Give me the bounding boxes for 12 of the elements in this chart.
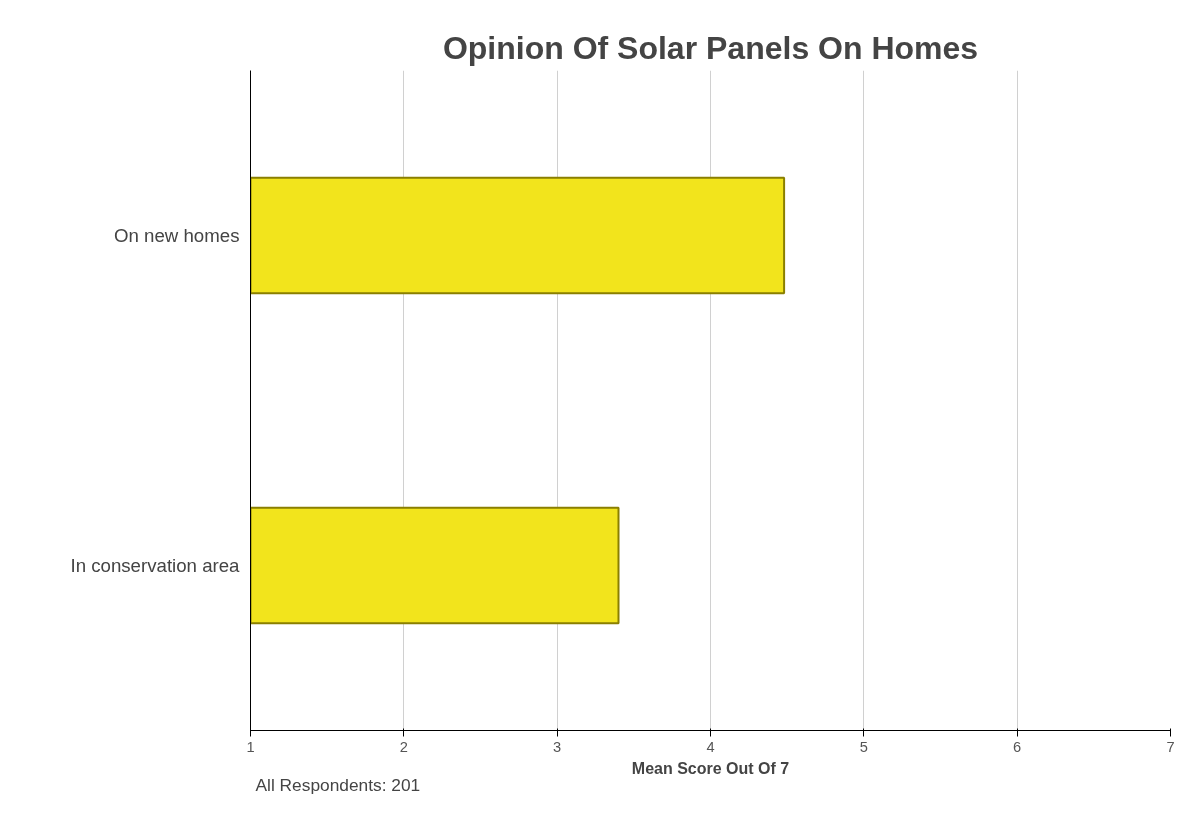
- y-tick-label: On new homes: [114, 225, 240, 246]
- x-tick-label: 4: [706, 738, 715, 755]
- x-axis-title: Mean Score Out Of 7: [631, 759, 790, 777]
- x-tick-label: 1: [246, 738, 255, 755]
- x-tick-label: 5: [859, 738, 868, 755]
- x-tick-label: 3: [553, 738, 562, 755]
- x-tick-label: 2: [399, 738, 408, 755]
- text: All Respondents: 201: [255, 774, 421, 795]
- y-tick-label: In conservation area: [70, 555, 241, 576]
- x-tick-label: 7: [1166, 738, 1175, 755]
- x-tick-label: 6: [1013, 738, 1022, 755]
- chart-title: Opinion Of Solar Panels On Homes: [442, 29, 979, 66]
